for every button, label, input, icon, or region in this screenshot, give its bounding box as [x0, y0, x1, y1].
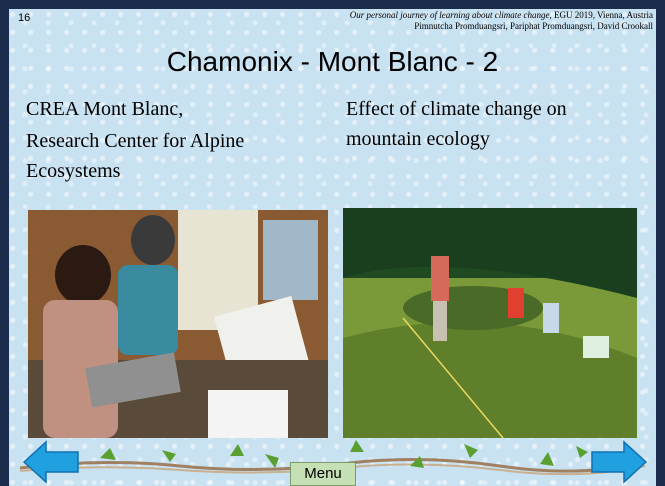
citation-venue: , EGU 2019, Vienna, Austria [549, 10, 653, 20]
previous-arrow[interactable] [22, 440, 80, 484]
text-line: CREA Mont Blanc, [26, 94, 326, 124]
page-number: 16 [18, 12, 30, 24]
next-arrow[interactable] [590, 440, 648, 484]
menu-button[interactable]: Menu [290, 462, 356, 486]
slide: 16 Our personal journey of learning abou… [0, 0, 665, 486]
slide-title: Chamonix - Mont Blanc - 2 [0, 46, 665, 78]
right-text: Effect of climate change on mountain eco… [346, 94, 646, 154]
text-line: Research Center for Alpine Ecosystems [26, 126, 326, 186]
citation-title: Our personal journey of learning about c… [350, 10, 550, 20]
citation-authors: Pimnutcha Promduangsri, Pariphat Promdua… [414, 21, 653, 31]
citation: Our personal journey of learning about c… [233, 10, 653, 32]
left-text: CREA Mont Blanc, Research Center for Alp… [26, 94, 326, 188]
photo-meadow [343, 208, 637, 438]
photo-office [28, 210, 328, 438]
